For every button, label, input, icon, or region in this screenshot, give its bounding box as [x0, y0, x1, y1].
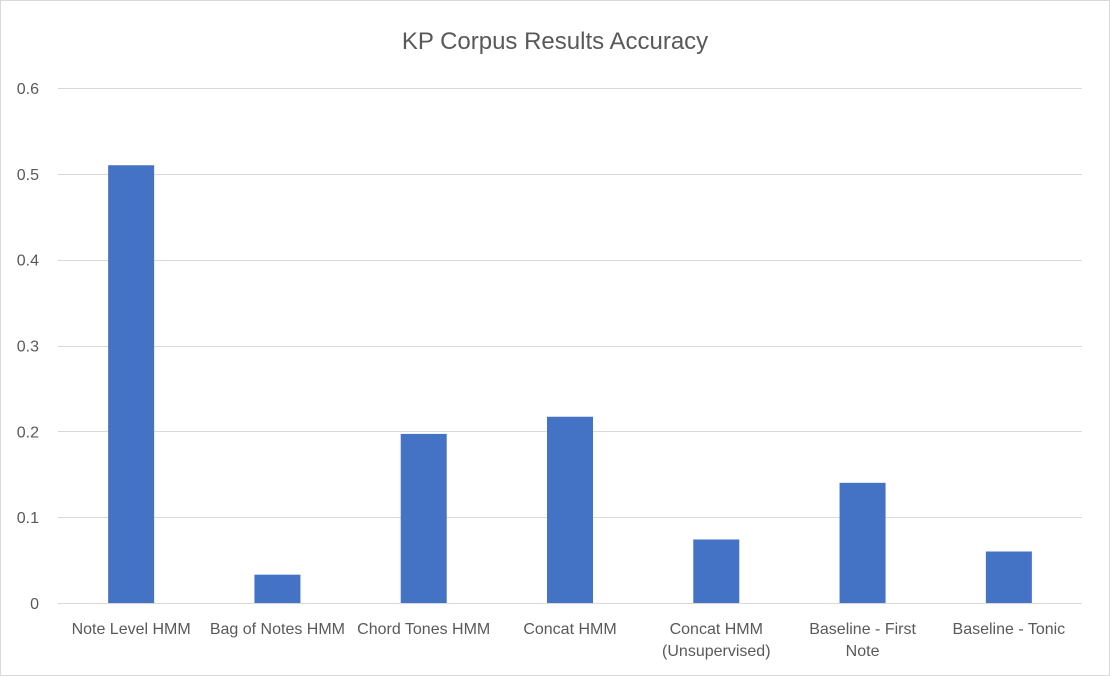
y-tick-label: 0.1 [17, 510, 39, 527]
x-tick-label: Note Level HMM [72, 621, 191, 638]
x-tick-label: Chord Tones HMM [357, 621, 490, 638]
y-tick-label: 0.3 [17, 339, 39, 356]
bar [254, 574, 301, 603]
chart-title: KP Corpus Results Accuracy [402, 28, 708, 55]
x-tick-label: Baseline - First Note [809, 621, 916, 660]
y-axis-ticks: 0 0.1 0.2 0.3 0.4 0.5 0.6 [17, 81, 39, 613]
x-tick-label: Bag of Notes HMM [210, 621, 345, 638]
bar [108, 165, 155, 603]
y-tick-label: 0.6 [17, 81, 39, 98]
y-tick-label: 0.5 [17, 167, 39, 184]
y-tick-label: 0.4 [17, 253, 39, 270]
bars [108, 165, 1032, 603]
x-tick-label: Concat HMM (Unsupervised) [662, 621, 770, 660]
bar [400, 433, 447, 603]
bar [693, 539, 740, 603]
bar [985, 551, 1032, 603]
y-tick-label: 0.2 [17, 424, 39, 441]
x-tick-label: Baseline - Tonic [953, 621, 1066, 638]
y-tick-label: 0 [30, 596, 39, 613]
x-tick-label: Concat HMM [523, 621, 616, 638]
bar [839, 482, 886, 603]
bar [547, 416, 593, 603]
x-axis-labels: Note Level HMM Bag of Notes HMM Chord Tone… [72, 621, 1066, 660]
